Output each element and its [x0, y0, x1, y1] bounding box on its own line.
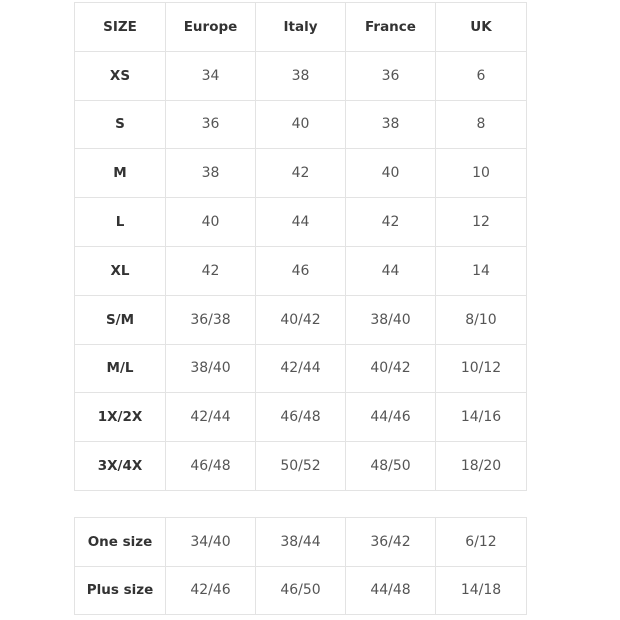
size-value-cell: 34 [165, 50, 256, 101]
size-value-cell: 6 [435, 50, 527, 101]
size-value-cell: 40 [255, 99, 346, 150]
table-row: XS 34 38 36 6 [74, 50, 527, 101]
table-row: S/M 36/38 40/42 38/40 8/10 [74, 294, 527, 345]
size-value-cell: 10 [435, 148, 527, 199]
table-row: S 36 40 38 8 [74, 99, 527, 150]
table-row: Plus size 42/46 46/50 44/48 14/18 [74, 565, 527, 615]
size-value-cell: 46/48 [255, 392, 346, 443]
size-value-cell: 36 [165, 99, 256, 150]
table-row: XL 42 46 44 14 [74, 245, 527, 296]
size-value-cell: 38/44 [255, 517, 346, 567]
table-row: One size 34/40 38/44 36/42 6/12 [74, 517, 527, 567]
size-value-cell: 14/16 [435, 392, 527, 443]
size-value-cell: 12 [435, 197, 527, 247]
table-row: 1X/2X 42/44 46/48 44/46 14/16 [74, 392, 527, 443]
column-header: SIZE [74, 2, 166, 52]
size-value-cell: 8 [435, 99, 527, 150]
size-value-cell: 6/12 [435, 517, 527, 567]
size-value-cell: 42 [345, 197, 436, 247]
size-value-cell: 34/40 [165, 517, 256, 567]
size-value-cell: 38 [165, 148, 256, 199]
size-value-cell: 48/50 [345, 441, 436, 491]
header-row: SIZE Europe Italy France UK [74, 2, 527, 52]
size-value-cell: 50/52 [255, 441, 346, 491]
size-value-cell: 40 [345, 148, 436, 199]
size-value-cell: 18/20 [435, 441, 527, 491]
size-value-cell: 42/46 [165, 565, 256, 615]
size-value-cell: 38 [345, 99, 436, 150]
size-value-cell: 44/48 [345, 565, 436, 615]
column-header: Italy [255, 2, 346, 52]
size-value-cell: 44 [255, 197, 346, 247]
size-value-cell: 44/46 [345, 392, 436, 443]
size-value-cell: 42/44 [255, 343, 346, 394]
size-label-cell: M [74, 148, 166, 199]
size-value-cell: 42/44 [165, 392, 256, 443]
size-value-cell: 14 [435, 245, 527, 296]
size-value-cell: 42 [165, 245, 256, 296]
size-value-cell: 38 [255, 50, 346, 101]
size-conversion-table: SIZE Europe Italy France UK XS 34 38 36 6 S 36 40 38 8… [74, 2, 527, 491]
size-label-cell: XS [74, 50, 166, 101]
size-value-cell: 36/42 [345, 517, 436, 567]
size-value-cell: 14/18 [435, 565, 527, 615]
size-value-cell: 46 [255, 245, 346, 296]
size-value-cell: 42 [255, 148, 346, 199]
size-value-cell: 38/40 [165, 343, 256, 394]
size-value-cell: 36 [345, 50, 436, 101]
size-label-cell: 3X/4X [74, 441, 166, 491]
size-label-cell: L [74, 197, 166, 247]
size-value-cell: 8/10 [435, 294, 527, 345]
size-value-cell: 10/12 [435, 343, 527, 394]
size-label-cell: Plus size [74, 565, 166, 615]
table-row: M 38 42 40 10 [74, 148, 527, 199]
size-value-cell: 36/38 [165, 294, 256, 345]
table-row: 3X/4X 46/48 50/52 48/50 18/20 [74, 441, 527, 491]
size-value-cell: 40/42 [255, 294, 346, 345]
size-label-cell: S/M [74, 294, 166, 345]
size-value-cell: 46/50 [255, 565, 346, 615]
size-value-cell: 40 [165, 197, 256, 247]
size-value-cell: 40/42 [345, 343, 436, 394]
size-value-cell: 44 [345, 245, 436, 296]
size-label-cell: XL [74, 245, 166, 296]
size-label-cell: S [74, 99, 166, 150]
size-value-cell: 46/48 [165, 441, 256, 491]
special-size-table: One size 34/40 38/44 36/42 6/12 Plus size 42/4… [74, 517, 527, 615]
column-header: France [345, 2, 436, 52]
size-label-cell: 1X/2X [74, 392, 166, 443]
table-row: L 40 44 42 12 [74, 197, 527, 247]
size-value-cell: 38/40 [345, 294, 436, 345]
column-header: UK [435, 2, 527, 52]
table-row: M/L 38/40 42/44 40/42 10/12 [74, 343, 527, 394]
size-label-cell: M/L [74, 343, 166, 394]
column-header: Europe [165, 2, 256, 52]
size-label-cell: One size [74, 517, 166, 567]
